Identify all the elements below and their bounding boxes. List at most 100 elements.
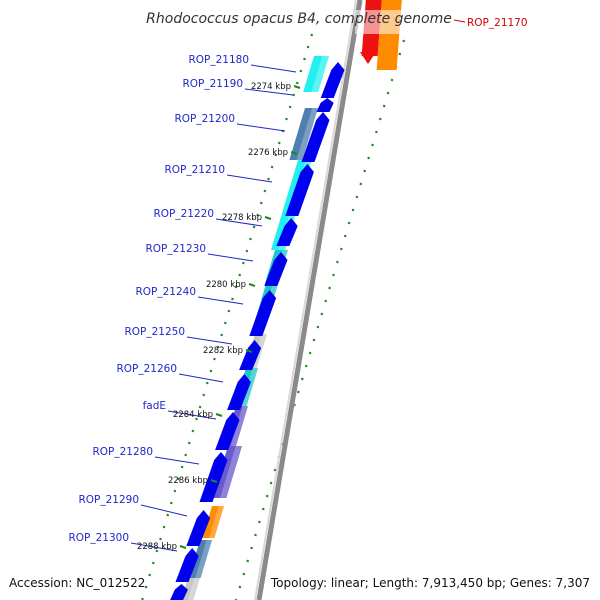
right-ruler-dot-17: [336, 260, 339, 264]
kbp-tick-mark: [179, 545, 187, 549]
cds-arrow-6[interactable]: [249, 290, 277, 336]
gene-label-fadE[interactable]: fadE: [143, 400, 166, 412]
feature-block-shade-8: [220, 446, 242, 498]
right-ruler-dot-20: [324, 299, 328, 303]
feature-block-shade-11: [188, 578, 200, 600]
left-ruler-dot-39: [169, 501, 173, 505]
feature-block-1[interactable]: [289, 108, 318, 160]
gene-label-ROP_21170[interactable]: ROP_21170: [467, 17, 528, 29]
left-ruler-dot-1: [306, 45, 310, 49]
leader-line-ROP_21300: [130, 542, 178, 552]
leader-line-ROP_21240: [197, 296, 244, 305]
kbp-tick-mark: [215, 413, 223, 417]
right-ruler-dot-36: [261, 507, 265, 511]
topology-summary: Topology: linear; Length: 7,913,450 bp; …: [270, 576, 590, 590]
left-ruler-dot-11: [270, 165, 274, 169]
left-ruler-dot-45: [148, 573, 152, 577]
gene-label-ROP_21200[interactable]: ROP_21200: [174, 113, 235, 125]
right-ruler-dot-14: [347, 221, 351, 225]
cds-arrow-7[interactable]: [239, 340, 262, 370]
left-ruler-dot-29: [205, 381, 209, 385]
gene-label-ROP_21300[interactable]: ROP_21300: [68, 532, 129, 544]
gene-label-ROP_21250[interactable]: ROP_21250: [124, 326, 185, 338]
kbp-tick-label: 2288 kbp: [137, 542, 177, 552]
gene-label-ROP_21290[interactable]: ROP_21290: [78, 494, 139, 506]
right-ruler-dot-24: [308, 351, 312, 355]
feature-block-shade-1: [296, 108, 318, 160]
right-ruler-dot-12: [355, 195, 359, 199]
gene-ROP_21170-arrowhead: [360, 52, 376, 64]
left-ruler-dot-46: [144, 585, 148, 589]
right-ruler-dot-1: [398, 52, 402, 56]
left-ruler-dot-41: [162, 525, 166, 529]
left-ruler-dot-6: [288, 105, 292, 109]
title-backdrop: [355, 10, 415, 34]
cds-arrow-11[interactable]: [186, 510, 211, 546]
left-ruler-dot-0: [310, 33, 314, 37]
cds-arrow-12[interactable]: [175, 548, 199, 582]
right-ruler-dot-40: [246, 559, 250, 563]
left-ruler-dot-23: [227, 309, 231, 313]
cds-arrow-8[interactable]: [227, 374, 251, 410]
right-ruler-dot-15: [343, 234, 347, 238]
gene-label-ROP_21260[interactable]: ROP_21260: [116, 363, 177, 375]
leader-line-ROP_21230: [207, 253, 254, 262]
leader-line-ROP_21250: [186, 336, 233, 345]
cds-arrow-0[interactable]: [320, 62, 345, 98]
kbp-tick-label: 2282 kbp: [203, 346, 243, 356]
kbp-tick-mark: [290, 151, 298, 155]
right-ruler-dot-7: [375, 130, 378, 134]
gene-label-ROP_21240[interactable]: ROP_21240: [135, 286, 196, 298]
left-ruler-dot-31: [198, 405, 202, 409]
left-ruler-dot-10: [274, 153, 278, 157]
right-ruler-dot-0: [402, 39, 406, 43]
gene-label-ROP_21180[interactable]: ROP_21180: [188, 54, 249, 66]
cds-arrow-5[interactable]: [264, 252, 288, 286]
feature-block-shade-6: [241, 368, 258, 406]
cds-arrow-2[interactable]: [301, 112, 330, 162]
right-ruler-dot-13: [351, 208, 355, 212]
left-ruler-dot-35: [184, 453, 188, 457]
feature-block-9[interactable]: [202, 506, 224, 538]
right-ruler-dot-27: [297, 390, 300, 394]
gene-label-ROP_21280[interactable]: ROP_21280: [92, 446, 153, 458]
gene-label-ROP_21210[interactable]: ROP_21210: [164, 164, 225, 176]
right-ruler-dot-41: [242, 572, 246, 576]
feature-block-11[interactable]: [181, 578, 200, 600]
left-ruler-dot-22: [231, 297, 234, 301]
right-ruler-dot-39: [250, 546, 253, 550]
right-ruler-dot-8: [371, 143, 374, 147]
kbp-tick-mark: [248, 283, 256, 287]
leader-line-fadE: [167, 410, 217, 420]
right-ruler-dot-10: [363, 169, 367, 173]
kbp-tick-label: 2284 kbp: [173, 410, 213, 420]
cds-arrow-13[interactable]: [170, 584, 188, 600]
gene-label-ROP_21230[interactable]: ROP_21230: [145, 243, 206, 255]
right-ruler-dot-5: [382, 104, 386, 108]
cds-arrow-1[interactable]: [316, 98, 334, 112]
left-ruler-dot-2: [303, 57, 306, 61]
leader-line-ROP_21290: [140, 504, 188, 517]
left-ruler-dot-44: [151, 561, 155, 565]
gene-label-ROP_21190[interactable]: ROP_21190: [182, 78, 243, 90]
feature-block-shade-7: [230, 406, 248, 446]
cds-arrow-9[interactable]: [215, 412, 240, 450]
kbp-tick-label: 2274 kbp: [251, 82, 291, 92]
cds-arrow-4[interactable]: [276, 218, 298, 246]
cds-arrow-10[interactable]: [199, 452, 228, 502]
left-ruler-dot-28: [209, 369, 213, 373]
gene-label-ROP_21220[interactable]: ROP_21220: [153, 208, 214, 220]
leader-line-ROP_21170: [453, 19, 466, 23]
leader-line-ROP_21260: [178, 373, 224, 383]
right-ruler-dot-35: [265, 494, 269, 498]
left-ruler-dot-17: [249, 237, 252, 241]
feature-block-10[interactable]: [188, 540, 212, 578]
cds-arrow-3[interactable]: [285, 164, 314, 216]
feature-block-8[interactable]: [212, 446, 242, 498]
feature-block-0[interactable]: [303, 56, 329, 92]
left-ruler-dot-9: [277, 141, 281, 145]
left-ruler-dot-27: [213, 357, 216, 361]
right-ruler-dot-18: [332, 273, 335, 277]
